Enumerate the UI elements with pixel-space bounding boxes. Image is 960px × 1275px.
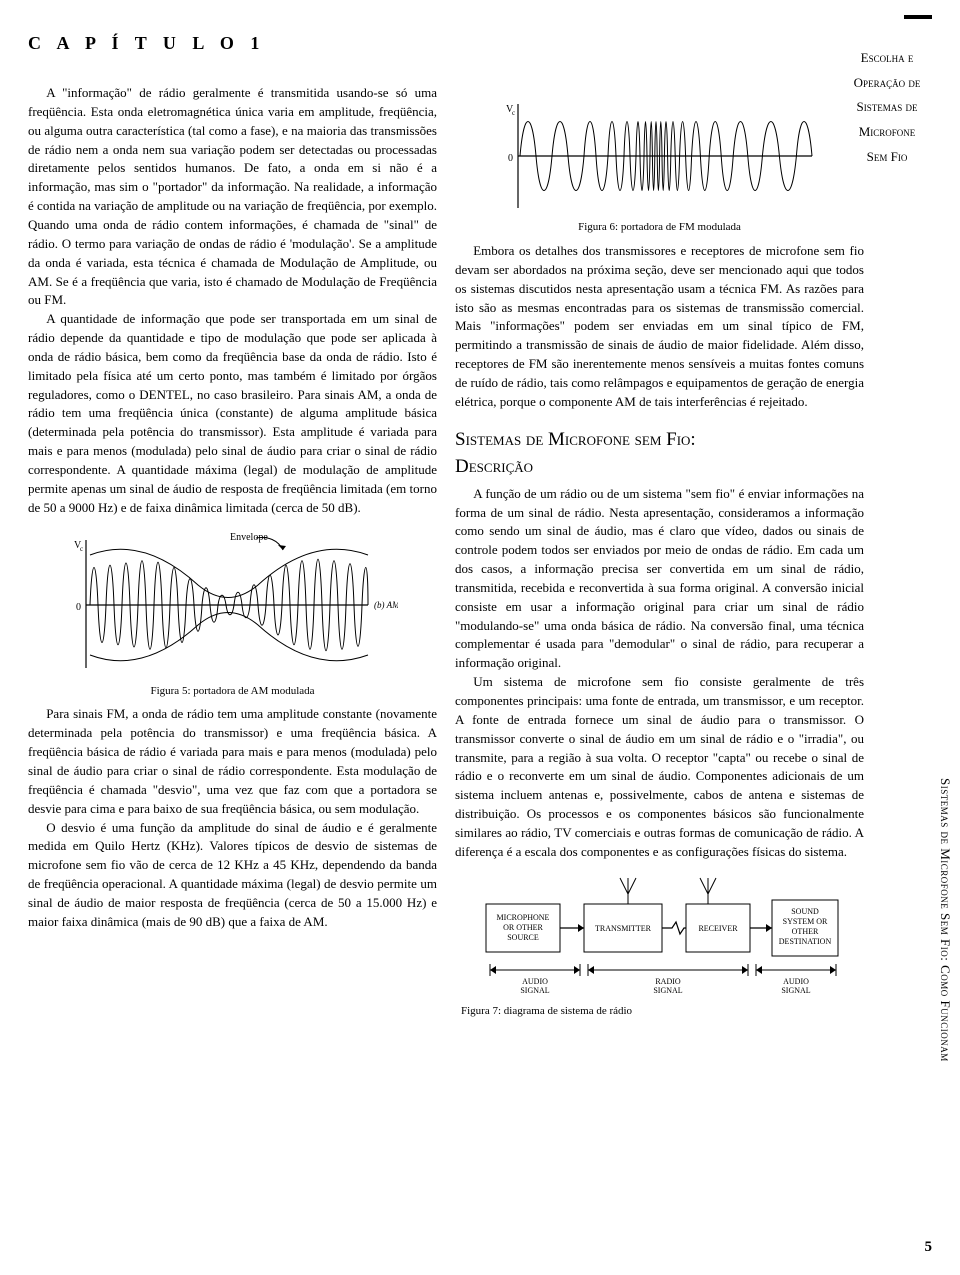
figure-7: MICROPHONE OR OTHER SOURCE TRANSMITTER R… <box>455 870 864 1020</box>
left-column: A "informação" de rádio geralmente é tra… <box>28 84 437 1025</box>
right-p1: Embora os detalhes dos transmissores e r… <box>455 242 864 412</box>
banner-l3: Sistemas de <box>842 95 932 120</box>
svg-text:RADIO: RADIO <box>655 977 681 986</box>
svg-text:AUDIO: AUDIO <box>522 977 548 986</box>
svg-text:DESTINATION: DESTINATION <box>778 937 831 946</box>
banner-l4: Microfone <box>842 120 932 145</box>
two-column-body: A "informação" de rádio geralmente é tra… <box>28 84 932 1025</box>
right-p3: Um sistema de microfone sem fio consiste… <box>455 673 864 861</box>
banner-l1: Escolha e <box>842 46 932 71</box>
svg-text:SIGNAL: SIGNAL <box>653 986 682 995</box>
svg-text:RECEIVER: RECEIVER <box>698 924 738 933</box>
left-p4: O desvio é uma função da amplitude do si… <box>28 819 437 932</box>
svg-text:0: 0 <box>508 153 513 164</box>
left-p3: Para sinais FM, a onda de rádio tem uma … <box>28 705 437 818</box>
banner-l2: Operação de <box>842 71 932 96</box>
am-waveform-svg: Vc 0 Envelope (b) AM <box>68 530 398 680</box>
svg-text:TRANSMITTER: TRANSMITTER <box>595 924 652 933</box>
svg-text:c: c <box>512 109 515 117</box>
right-p2: A função de um rádio ou de um sistema "s… <box>455 485 864 673</box>
svg-text:SIGNAL: SIGNAL <box>781 986 810 995</box>
figure-5: Vc 0 Envelope (b) AM Figura 5: portadora… <box>28 530 437 700</box>
svg-text:SOURCE: SOURCE <box>507 933 539 942</box>
page-number: 5 <box>925 1237 933 1259</box>
svg-text:OTHER: OTHER <box>791 927 818 936</box>
fig5-caption: Figura 5: portadora de AM modulada <box>28 684 437 700</box>
left-p1: A "informação" de rádio geralmente é tra… <box>28 84 437 310</box>
right-column: Vc 0 Figura 6: portadora de FM modulada … <box>455 84 932 1025</box>
margin-heading-banner: Escolha e Operação de Sistemas de Microf… <box>842 46 932 169</box>
svg-text:SIGNAL: SIGNAL <box>520 986 549 995</box>
svg-text:SYSTEM OR: SYSTEM OR <box>782 917 827 926</box>
chapter-label: C A P Í T U L O 1 <box>28 30 932 56</box>
svg-text:(b) AM: (b) AM <box>374 600 398 610</box>
fig6-caption: Figura 6: portadora de FM modulada <box>455 220 864 236</box>
left-p2: A quantidade de informação que pode ser … <box>28 310 437 517</box>
svg-text:AUDIO: AUDIO <box>783 977 809 986</box>
figure-6: Vc 0 Figura 6: portadora de FM modulada <box>455 96 864 236</box>
fm-waveform-svg: Vc 0 <box>500 96 820 216</box>
svg-text:0: 0 <box>76 602 81 613</box>
fig7-caption: Figura 7: diagrama de sistema de rádio <box>455 1004 864 1020</box>
block-diagram-svg: MICROPHONE OR OTHER SOURCE TRANSMITTER R… <box>480 870 840 1000</box>
svg-text:SOUND: SOUND <box>791 907 819 916</box>
section-heading: Sistemas de Microfone sem Fio: Descrição <box>455 426 864 481</box>
svg-text:c: c <box>80 545 83 553</box>
svg-text:MICROPHONE: MICROPHONE <box>496 913 549 922</box>
banner-l5: Sem Fio <box>842 145 932 170</box>
svg-text:OR OTHER: OR OTHER <box>503 923 543 932</box>
side-vertical-title: Sistemas de Microfone Sem Fio: Como Func… <box>934 640 954 1200</box>
top-accent-rule <box>904 15 932 19</box>
